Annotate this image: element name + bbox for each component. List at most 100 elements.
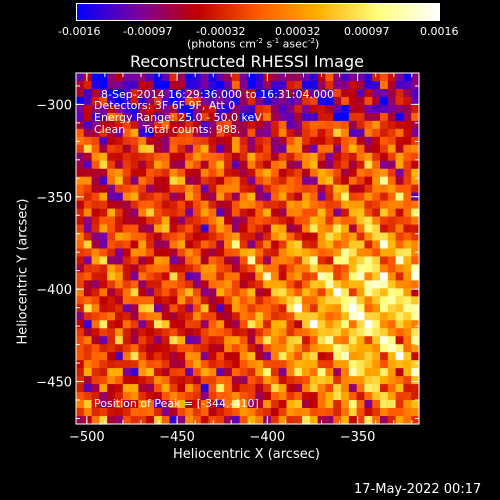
- heatmap-cell: [91, 336, 100, 345]
- heatmap-cell: [216, 328, 225, 337]
- heatmap-cell: [302, 200, 311, 210]
- heatmap-cell: [83, 232, 93, 242]
- heatmap-cell: [161, 192, 171, 202]
- heatmap-cell: [130, 192, 139, 202]
- heatmap-cell: [161, 256, 171, 266]
- heatmap-cell: [411, 392, 420, 401]
- heatmap-cell: [348, 200, 358, 210]
- heatmap-cell: [91, 88, 100, 98]
- heatmap-cell: [107, 312, 116, 321]
- heatmap-cell: [263, 344, 272, 353]
- heatmap-cell: [224, 112, 233, 122]
- heatmap-cell: [387, 176, 397, 186]
- heatmap-cell: [317, 128, 327, 138]
- heatmap-cell: [200, 232, 210, 242]
- heatmap-cell: [270, 312, 280, 321]
- heatmap-cell: [208, 376, 217, 385]
- heatmap-cell: [333, 288, 342, 297]
- heatmap-cell: [138, 360, 147, 369]
- heatmap-cell: [83, 376, 93, 385]
- heatmap-cell: [169, 288, 178, 297]
- heatmap-cell: [294, 192, 303, 202]
- heatmap-cell: [169, 336, 178, 345]
- heatmap-cell: [395, 96, 405, 106]
- heatmap-cell: [372, 168, 381, 178]
- heatmap-cell: [177, 200, 186, 210]
- heatmap-cell: [231, 152, 241, 162]
- heatmap-cell: [239, 344, 249, 353]
- heatmap-cell: [387, 264, 397, 274]
- heatmap-cell: [341, 368, 350, 377]
- heatmap-cell: [317, 176, 327, 186]
- heatmap-cell: [76, 104, 85, 114]
- heatmap-cell: [99, 248, 108, 258]
- heatmap-cell: [114, 80, 124, 90]
- heatmap-cell: [348, 320, 358, 329]
- heatmap-cell: [91, 232, 100, 242]
- heatmap-cell: [270, 328, 280, 337]
- heatmap-cell: [380, 312, 389, 321]
- heatmap-cell: [247, 152, 256, 162]
- heatmap-cell: [130, 256, 139, 266]
- heatmap-cell: [107, 200, 116, 210]
- heatmap-cell: [286, 240, 295, 250]
- heatmap-cell: [83, 352, 93, 361]
- heatmap-cell: [395, 272, 405, 282]
- heatmap-cell: [333, 168, 342, 178]
- heatmap-cell: [333, 184, 342, 194]
- heatmap-cell: [247, 112, 256, 122]
- heatmap-cell: [76, 208, 85, 218]
- heatmap-cell: [325, 120, 334, 130]
- heatmap-cell: [177, 384, 186, 393]
- heatmap-cell: [161, 416, 171, 425]
- heatmap-cell: [270, 73, 280, 82]
- heatmap-cell: [169, 88, 178, 98]
- heatmap-cell: [122, 184, 132, 194]
- heatmap-cell: [341, 408, 350, 417]
- x-tick-label: −500: [69, 430, 105, 445]
- heatmap-cell: [380, 112, 389, 122]
- heatmap-cell: [114, 144, 124, 154]
- heatmap-cell: [122, 400, 132, 409]
- heatmap-cell: [224, 416, 233, 425]
- heatmap-cell: [161, 296, 171, 305]
- heatmap-cell: [169, 232, 178, 242]
- heatmap-cell: [114, 168, 124, 178]
- heatmap-cell: [364, 88, 373, 98]
- heatmap-cell: [380, 416, 389, 425]
- heatmap-cell: [239, 240, 249, 250]
- heatmap-cell: [364, 256, 373, 266]
- heatmap-cell: [169, 360, 178, 369]
- heatmap-cell: [146, 264, 155, 274]
- heatmap-cell: [185, 232, 194, 242]
- heatmap-cell: [114, 296, 124, 305]
- heatmap-cell: [317, 160, 327, 170]
- heatmap-cell: [185, 312, 194, 321]
- heatmap-cell: [395, 104, 405, 114]
- heatmap-cell: [294, 73, 303, 82]
- heatmap-cell: [185, 280, 194, 289]
- heatmap-cell: [341, 384, 350, 393]
- heatmap-cell: [200, 376, 210, 385]
- heatmap-cell: [107, 232, 116, 242]
- heatmap-cell: [333, 416, 342, 425]
- heatmap-cell: [395, 128, 405, 138]
- heatmap-cell: [169, 320, 178, 329]
- heatmap-cell: [403, 73, 412, 82]
- heatmap-cell: [317, 208, 327, 218]
- heatmap-cell: [380, 152, 389, 162]
- heatmap-cell: [169, 408, 178, 417]
- heatmap-cell: [341, 248, 350, 258]
- heatmap-cell: [224, 272, 233, 282]
- heatmap-cell: [247, 80, 256, 90]
- heatmap-cell: [364, 280, 373, 289]
- heatmap-cell: [200, 352, 210, 361]
- heatmap-cell: [107, 336, 116, 345]
- heatmap-cell: [263, 208, 272, 218]
- heatmap-cell: [302, 73, 311, 82]
- heatmap-cell: [216, 392, 225, 401]
- heatmap-cell: [224, 152, 233, 162]
- heatmap-cell: [114, 416, 124, 425]
- heatmap-cell: [286, 128, 295, 138]
- heatmap-cell: [341, 320, 350, 329]
